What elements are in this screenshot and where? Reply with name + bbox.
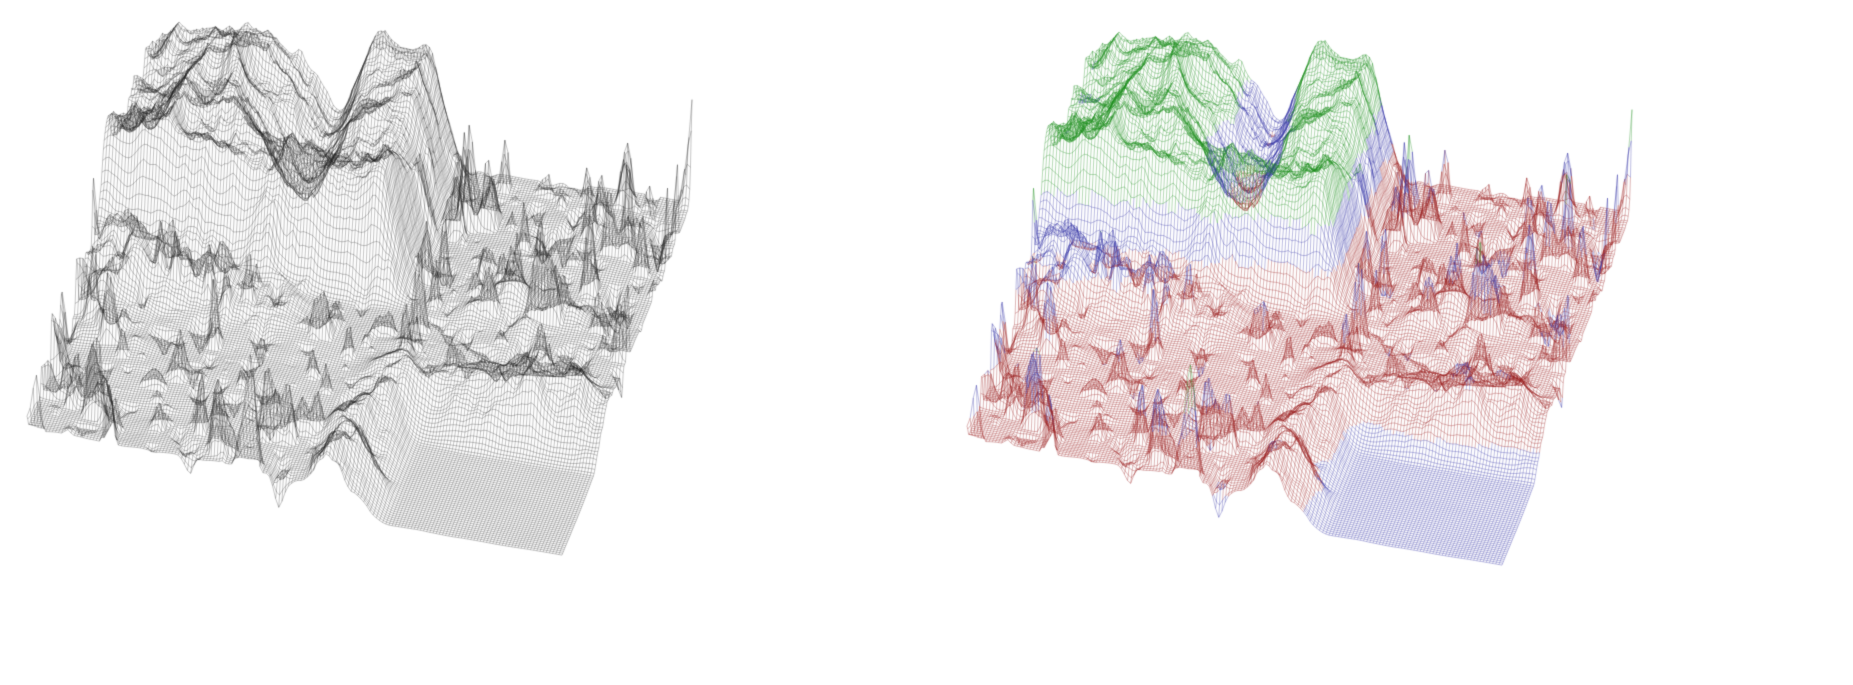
panel-wireframe-terrain-monochrome bbox=[12, 6, 712, 661]
terrain-canvas-left bbox=[12, 6, 712, 661]
panel-wireframe-terrain-colored bbox=[952, 16, 1652, 671]
terrain-canvas-right bbox=[952, 16, 1652, 671]
